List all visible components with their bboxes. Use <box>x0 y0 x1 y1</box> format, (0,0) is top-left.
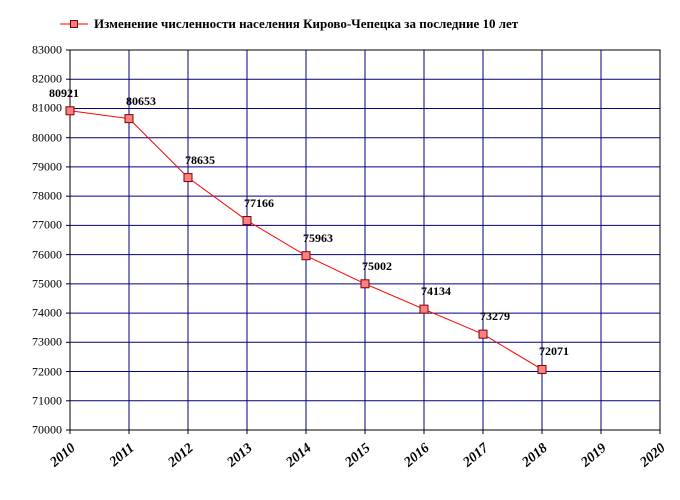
data-point-label: 74134 <box>421 284 451 299</box>
y-tick-label: 79000 <box>32 159 62 174</box>
data-point-label: 80653 <box>126 94 156 109</box>
y-tick-label: 71000 <box>32 393 62 408</box>
y-tick-label: 72000 <box>32 364 62 379</box>
y-tick-label: 82000 <box>32 72 62 87</box>
y-tick-label: 83000 <box>32 43 62 58</box>
data-point-label: 78635 <box>185 153 215 168</box>
legend: Изменение численности населения Кирово-Ч… <box>60 16 518 32</box>
chart-svg <box>0 0 680 500</box>
legend-text: Изменение численности населения Кирово-Ч… <box>94 16 518 32</box>
data-point-label: 80921 <box>49 86 79 101</box>
y-tick-label: 81000 <box>32 101 62 116</box>
data-point-label: 72071 <box>539 344 569 359</box>
y-tick-label: 78000 <box>32 189 62 204</box>
y-tick-label: 76000 <box>32 247 62 262</box>
data-point-label: 77166 <box>244 196 274 211</box>
data-point-label: 75002 <box>362 259 392 274</box>
y-tick-label: 77000 <box>32 218 62 233</box>
y-tick-label: 75000 <box>32 276 62 291</box>
y-tick-label: 70000 <box>32 423 62 438</box>
legend-marker <box>60 19 88 29</box>
population-line-chart: Изменение численности населения Кирово-Ч… <box>0 0 680 500</box>
y-tick-label: 74000 <box>32 306 62 321</box>
legend-square-marker <box>70 20 78 28</box>
data-point-label: 75963 <box>303 231 333 246</box>
y-tick-label: 73000 <box>32 335 62 350</box>
y-tick-label: 80000 <box>32 130 62 145</box>
data-point-label: 73279 <box>480 309 510 324</box>
